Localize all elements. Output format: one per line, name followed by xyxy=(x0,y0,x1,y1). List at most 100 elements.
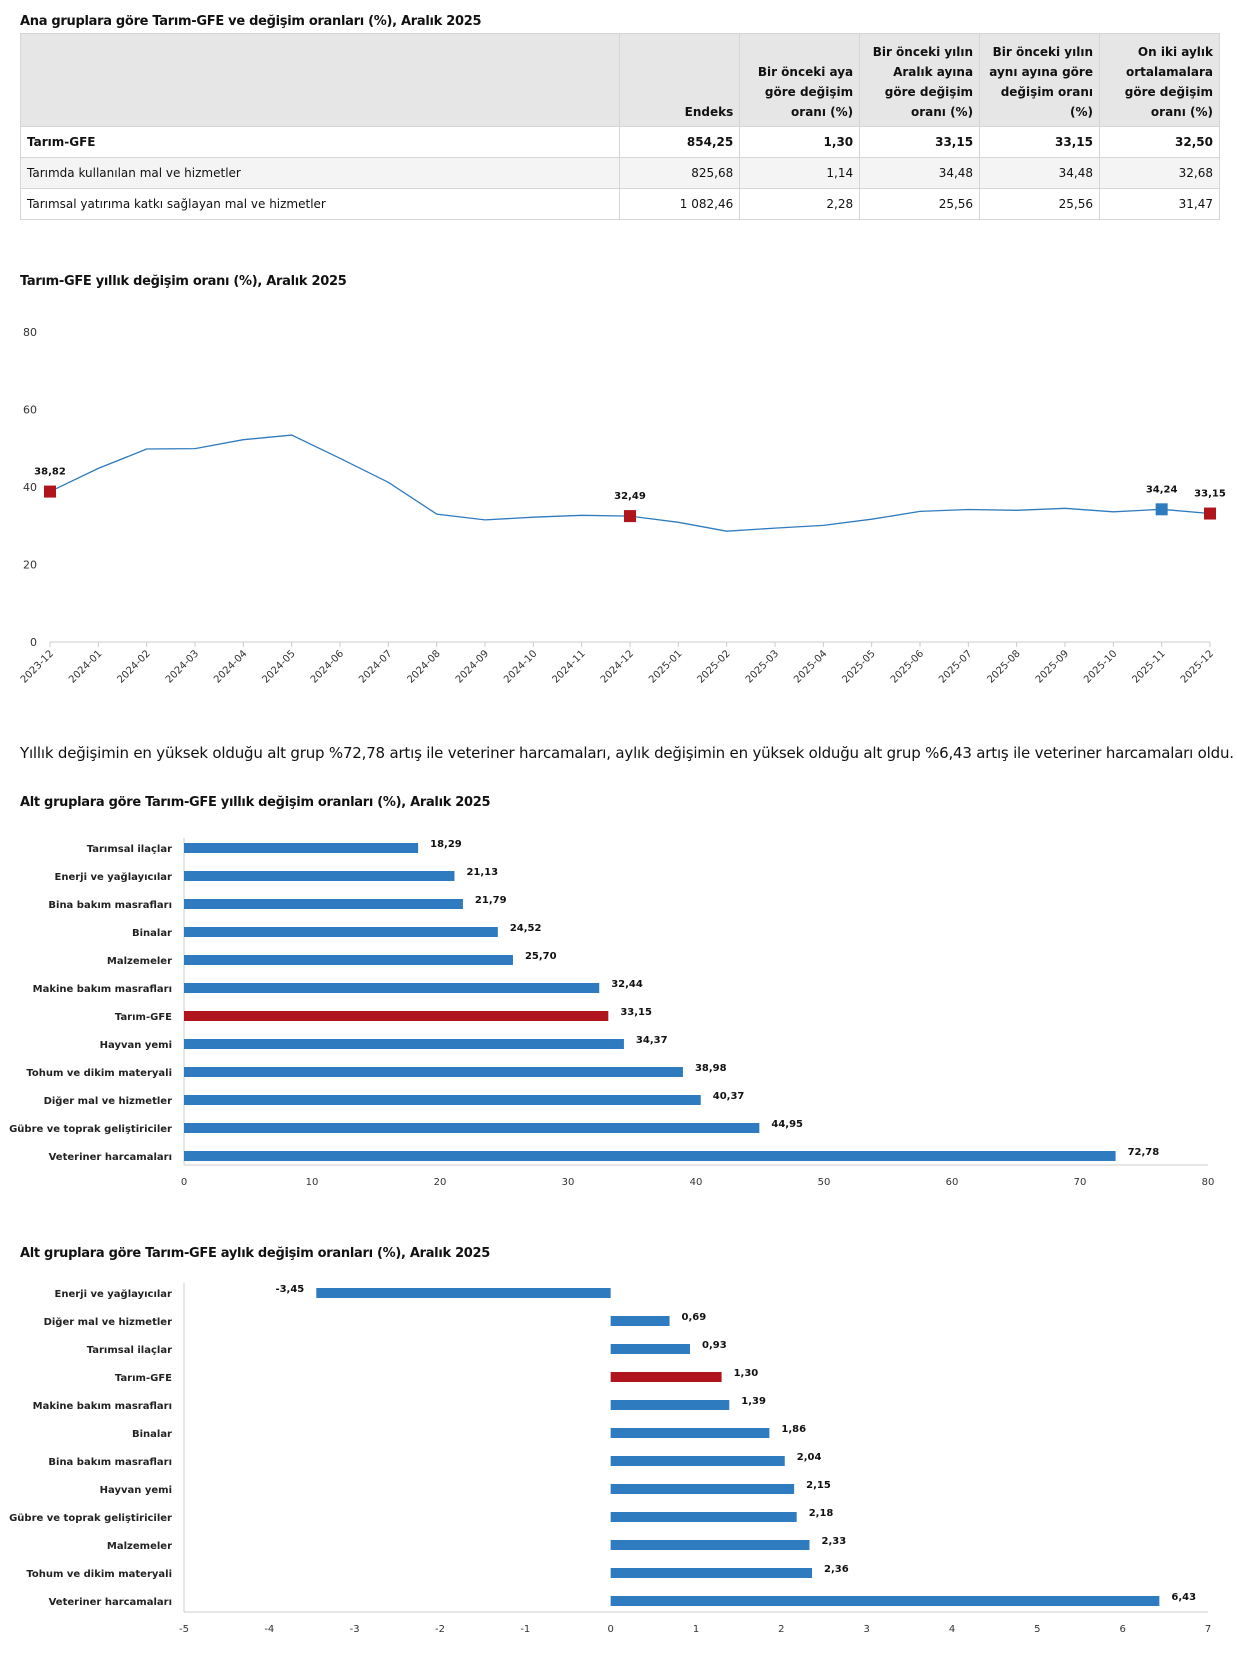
data-label: 32,44 xyxy=(611,979,643,990)
data-point-marker xyxy=(624,510,636,523)
x-tick-label: 2024-03 xyxy=(164,648,201,685)
x-tick-label: 2025-04 xyxy=(792,648,829,685)
category-label: Gübre ve toprak geliştiriciler xyxy=(9,1513,172,1524)
category-label: Binalar xyxy=(132,1429,172,1440)
table-cell: 25,56 xyxy=(859,188,981,220)
category-label: Enerji ve yağlayıcılar xyxy=(55,1288,173,1300)
data-point-marker xyxy=(44,485,56,498)
x-tick-label: -2 xyxy=(435,1624,445,1635)
bar xyxy=(610,1568,813,1578)
x-tick-label: 20 xyxy=(434,1177,447,1188)
table-cell: 25,56 xyxy=(979,188,1100,220)
x-tick-label: 2024-11 xyxy=(550,648,587,685)
x-tick-label: 2024-10 xyxy=(502,648,539,685)
data-label: 2,18 xyxy=(809,1508,834,1519)
y-tick-label: 80 xyxy=(23,326,37,339)
bar xyxy=(184,927,498,937)
data-label: 2,33 xyxy=(821,1536,846,1547)
bar xyxy=(184,1095,701,1105)
data-label: 33,15 xyxy=(1194,489,1226,500)
bar xyxy=(610,1596,1160,1606)
bar-chart-monthly: -5 -4 -3 -2 -1 0 1 2 3 4 5 6 7 Enerji ve yağlayıcılar… xyxy=(9,1283,1211,1635)
bar xyxy=(184,1123,760,1133)
bar-chart-monthly-title: Alt gruplara göre Tarım-GFE aylık değişi… xyxy=(20,1246,491,1261)
table-cell: 34,48 xyxy=(979,157,1100,189)
x-tick-label: -4 xyxy=(264,1624,274,1635)
x-tick-label: 2024-05 xyxy=(260,648,297,685)
bar xyxy=(184,1039,624,1049)
category-label: Tohum ve dikim materyali xyxy=(26,1068,172,1079)
category-label: Bina bakım masrafları xyxy=(48,900,172,911)
x-tick-label: 2025-09 xyxy=(1034,648,1071,685)
table-cell: 825,68 xyxy=(619,157,741,189)
bar xyxy=(184,899,463,909)
table-header-cell xyxy=(19,33,621,127)
category-label: Veteriner harcamaları xyxy=(49,1152,172,1163)
category-label: Tarımsal ilaçlar xyxy=(87,1345,172,1356)
table-row: Tarım-GFE 854,25 1,30 33,15 33,15 32,50 xyxy=(19,126,1221,158)
table-title: Ana gruplara göre Tarım-GFE ve değişim o… xyxy=(20,14,482,29)
bar xyxy=(610,1316,670,1326)
summary-text: Yıllık değişimin en yüksek olduğu alt gr… xyxy=(20,744,1234,762)
x-tick-label: 2025-03 xyxy=(744,648,781,685)
x-tick-label: 2024-09 xyxy=(454,648,491,685)
x-tick-label: -5 xyxy=(179,1624,189,1635)
x-tick-label: 30 xyxy=(562,1177,575,1188)
data-label: 38,98 xyxy=(695,1063,727,1074)
line-chart: 0 20 40 60 80 2023-12 2024-01 2024-02 2024-03 202… xyxy=(19,326,1226,686)
data-label: 21,79 xyxy=(475,895,507,906)
data-label: 24,52 xyxy=(510,923,542,934)
bar-chart-annual: 0 10 20 30 40 50 60 70 80 Tarımsal ilaçlar 18,29 En… xyxy=(9,838,1215,1188)
data-label: 0,69 xyxy=(682,1312,707,1323)
x-tick-label: 70 xyxy=(1074,1177,1087,1188)
data-label: 21,13 xyxy=(466,867,498,878)
x-tick-label: 2025-12 xyxy=(1179,648,1216,685)
x-tick-label: 10 xyxy=(306,1177,319,1188)
table-cell: Tarımda kullanılan mal ve hizmetler xyxy=(19,157,621,189)
bar-chart-annual-title: Alt gruplara göre Tarım-GFE yıllık değiş… xyxy=(20,795,491,810)
data-label: 2,04 xyxy=(797,1452,822,1463)
data-label: 25,70 xyxy=(525,951,557,962)
data-label: 34,24 xyxy=(1146,484,1178,495)
category-label: Binalar xyxy=(132,928,172,939)
x-tick-label: 2024-04 xyxy=(212,648,249,685)
y-tick-label: 20 xyxy=(23,559,37,572)
table-cell: 31,47 xyxy=(1098,188,1221,220)
table-header-cell: On iki aylık ortalamalara göre değişim o… xyxy=(1098,33,1221,127)
data-label: 2,15 xyxy=(806,1480,831,1491)
data-label: 33,15 xyxy=(620,1007,652,1018)
data-point-marker xyxy=(1204,507,1216,520)
x-tick-label: 2025-08 xyxy=(985,648,1022,685)
bar xyxy=(610,1540,810,1550)
x-tick-label: 2024-01 xyxy=(67,648,104,685)
table-cell: 1,14 xyxy=(739,157,861,189)
bar xyxy=(184,1067,683,1077)
bar xyxy=(184,1011,609,1021)
y-tick-label: 0 xyxy=(30,636,37,649)
category-label: Bina bakım masrafları xyxy=(48,1457,172,1468)
bar xyxy=(316,1288,611,1298)
table-row: Tarımsal yatırıma katkı sağlayan mal ve … xyxy=(19,188,1221,220)
category-label: Enerji ve yağlayıcılar xyxy=(55,871,173,883)
data-label: 40,37 xyxy=(713,1091,745,1102)
x-tick-label: 50 xyxy=(818,1177,831,1188)
table-header-cell: Bir önceki yılın Aralık ayına göre değiş… xyxy=(859,33,981,127)
x-tick-label: 80 xyxy=(1202,1177,1215,1188)
table-cell: 1,30 xyxy=(739,126,861,158)
category-label: Tarım-GFE xyxy=(115,1373,172,1384)
data-label: 34,37 xyxy=(636,1035,668,1046)
bar xyxy=(610,1344,691,1354)
category-label: Malzemeler xyxy=(107,956,172,967)
table-header-row: Endeks Bir önceki aya göre değişim oranı… xyxy=(19,33,1221,127)
x-tick-label: -1 xyxy=(520,1624,530,1635)
category-label: Hayvan yemi xyxy=(100,1485,172,1496)
table-cell: Tarımsal yatırıma katkı sağlayan mal ve … xyxy=(19,188,621,220)
table-cell: 32,50 xyxy=(1098,126,1221,158)
x-tick-label: 2025-02 xyxy=(695,648,732,685)
category-label: Veteriner harcamaları xyxy=(49,1597,172,1608)
bar xyxy=(184,955,513,965)
y-tick-label: 60 xyxy=(23,404,37,417)
category-label: Makine bakım masrafları xyxy=(33,1401,172,1412)
table-header-cell: Bir önceki yılın aynı ayına göre değişim… xyxy=(979,33,1100,127)
bar xyxy=(184,983,600,993)
